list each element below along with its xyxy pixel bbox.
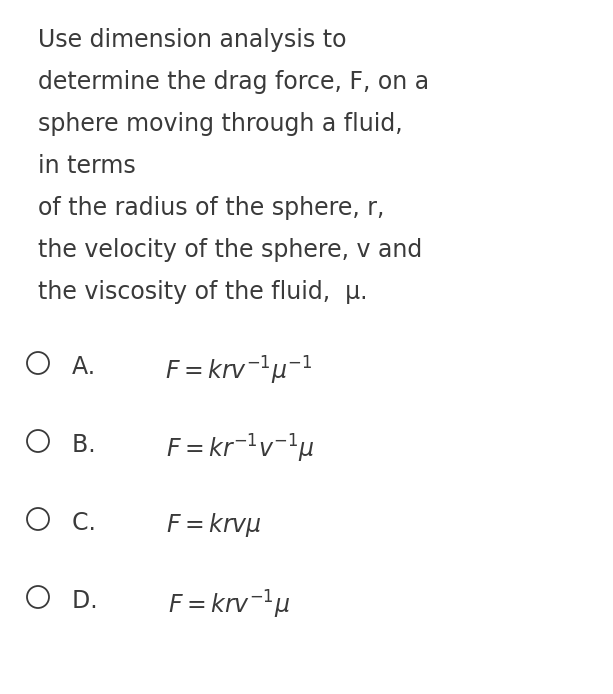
Text: D.: D. bbox=[72, 589, 105, 613]
Text: $F = kr^{-1}v^{-1}\mu$: $F = kr^{-1}v^{-1}\mu$ bbox=[166, 433, 314, 465]
Text: A.: A. bbox=[72, 355, 102, 379]
Text: Use dimension analysis to: Use dimension analysis to bbox=[38, 28, 346, 52]
Text: $F = krv^{-1}\mu$: $F = krv^{-1}\mu$ bbox=[167, 589, 290, 621]
Text: in terms: in terms bbox=[38, 154, 135, 178]
Text: B.: B. bbox=[72, 433, 103, 457]
Text: the velocity of the sphere, v and: the velocity of the sphere, v and bbox=[38, 238, 422, 262]
Text: $F = krv\mu$: $F = krv\mu$ bbox=[166, 511, 262, 539]
Text: of the radius of the sphere, r,: of the radius of the sphere, r, bbox=[38, 196, 384, 220]
Text: sphere moving through a fluid,: sphere moving through a fluid, bbox=[38, 112, 403, 136]
Text: determine the drag force, F, on a: determine the drag force, F, on a bbox=[38, 70, 429, 94]
Text: C.: C. bbox=[72, 511, 104, 535]
Text: $F = krv^{-1}\mu^{-1}$: $F = krv^{-1}\mu^{-1}$ bbox=[165, 355, 312, 387]
Text: the viscosity of the fluid,  μ.: the viscosity of the fluid, μ. bbox=[38, 280, 368, 304]
